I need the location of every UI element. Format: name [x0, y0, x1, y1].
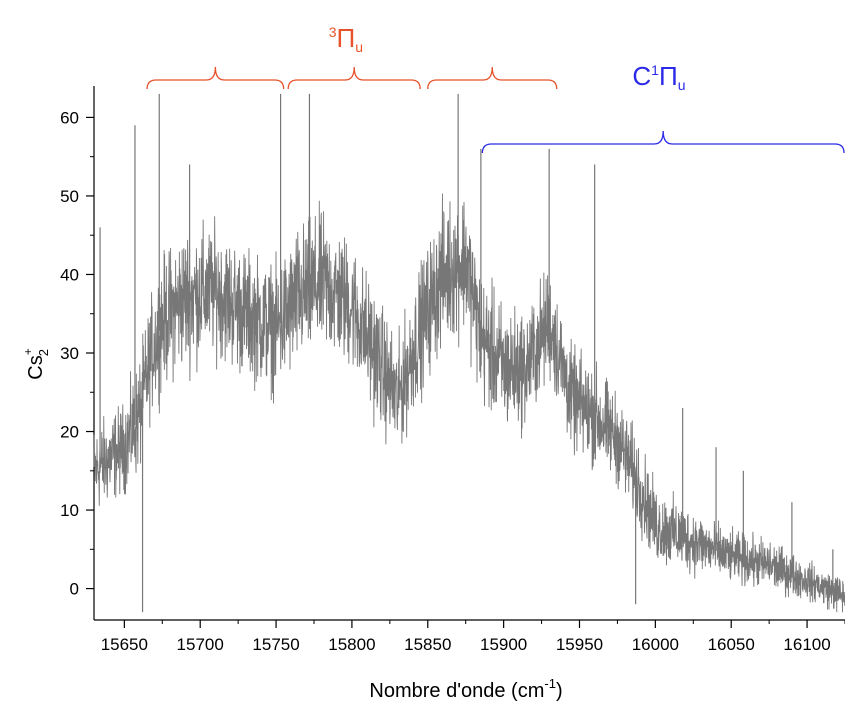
y-axis-title-sub: 2 [36, 349, 51, 356]
x-tick-label: 16050 [708, 635, 755, 654]
x-tick-label: 15650 [101, 635, 148, 654]
y-tick-label: 20 [60, 423, 79, 442]
singlet-label-prefix: C [632, 61, 651, 91]
triplet-label-main: Π [337, 23, 356, 53]
x-tick-label: 15900 [480, 635, 527, 654]
x-tick-label: 15700 [177, 635, 224, 654]
singlet-label: C1Πu [632, 61, 685, 93]
y-axis-title-sup: + [21, 348, 35, 355]
x-axis-ticks: 15650 15700 15750 15800 15850 15900 15950 16000… [101, 620, 845, 654]
y-tick-label: 40 [60, 265, 79, 284]
spectrum-trace [93, 193, 845, 613]
triplet-label: 3Πu [329, 23, 363, 55]
x-tick-label: 16100 [783, 635, 830, 654]
x-tick-label: 15950 [556, 635, 603, 654]
spectrum-series [93, 93, 845, 613]
y-axis-title: Cs+2 [21, 348, 51, 379]
y-tick-label: 0 [70, 580, 79, 599]
singlet-label-main: Π [659, 61, 678, 91]
y-tick-label: 10 [60, 501, 79, 520]
x-tick-label: 15750 [252, 635, 299, 654]
triplet-label-sub: u [355, 39, 363, 55]
triplet-brace [427, 66, 558, 90]
x-axis-title-sup: -1 [544, 676, 556, 691]
triplet-brace [146, 66, 285, 90]
singlet-label-sub: u [678, 77, 686, 93]
singlet-label-sup: 1 [651, 62, 659, 78]
y-tick-label: 60 [60, 108, 79, 127]
x-tick-label: 16000 [632, 635, 679, 654]
triplet-label-sup: 3 [329, 24, 337, 40]
x-tick-label: 15800 [328, 635, 375, 654]
y-axis-ticks: 0 10 20 30 40 50 60 [60, 108, 94, 599]
triplet-brace [287, 66, 421, 90]
x-axis-title: Nombre d'onde (cm-1) [369, 676, 562, 702]
y-tick-label: 30 [60, 344, 79, 363]
singlet-brace [481, 130, 845, 154]
y-tick-label: 50 [60, 187, 79, 206]
x-axis-title-close: ) [556, 680, 563, 702]
x-tick-label: 15850 [404, 635, 451, 654]
